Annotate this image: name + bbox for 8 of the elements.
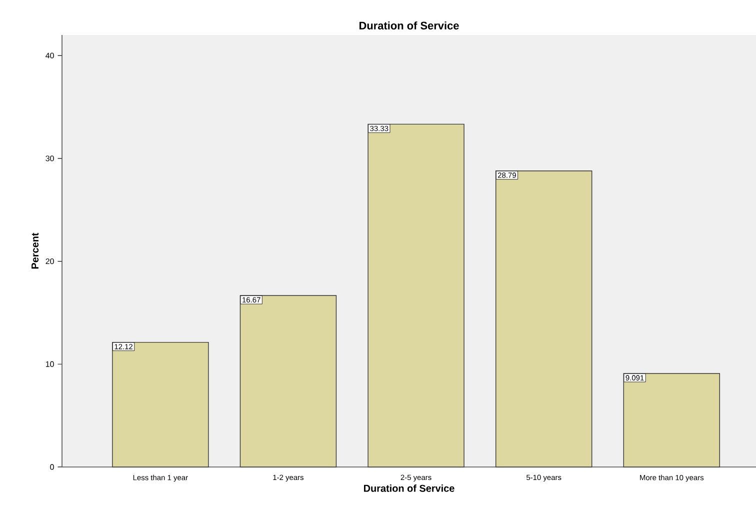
bar (240, 295, 337, 468)
bar (623, 373, 720, 468)
bar (112, 342, 209, 468)
x-axis-title: Duration of Service (364, 484, 454, 492)
bar (495, 170, 592, 468)
chart-title: Duration of Service (360, 21, 459, 30)
bar (368, 124, 464, 468)
y-axis-title: Percent (32, 232, 39, 269)
